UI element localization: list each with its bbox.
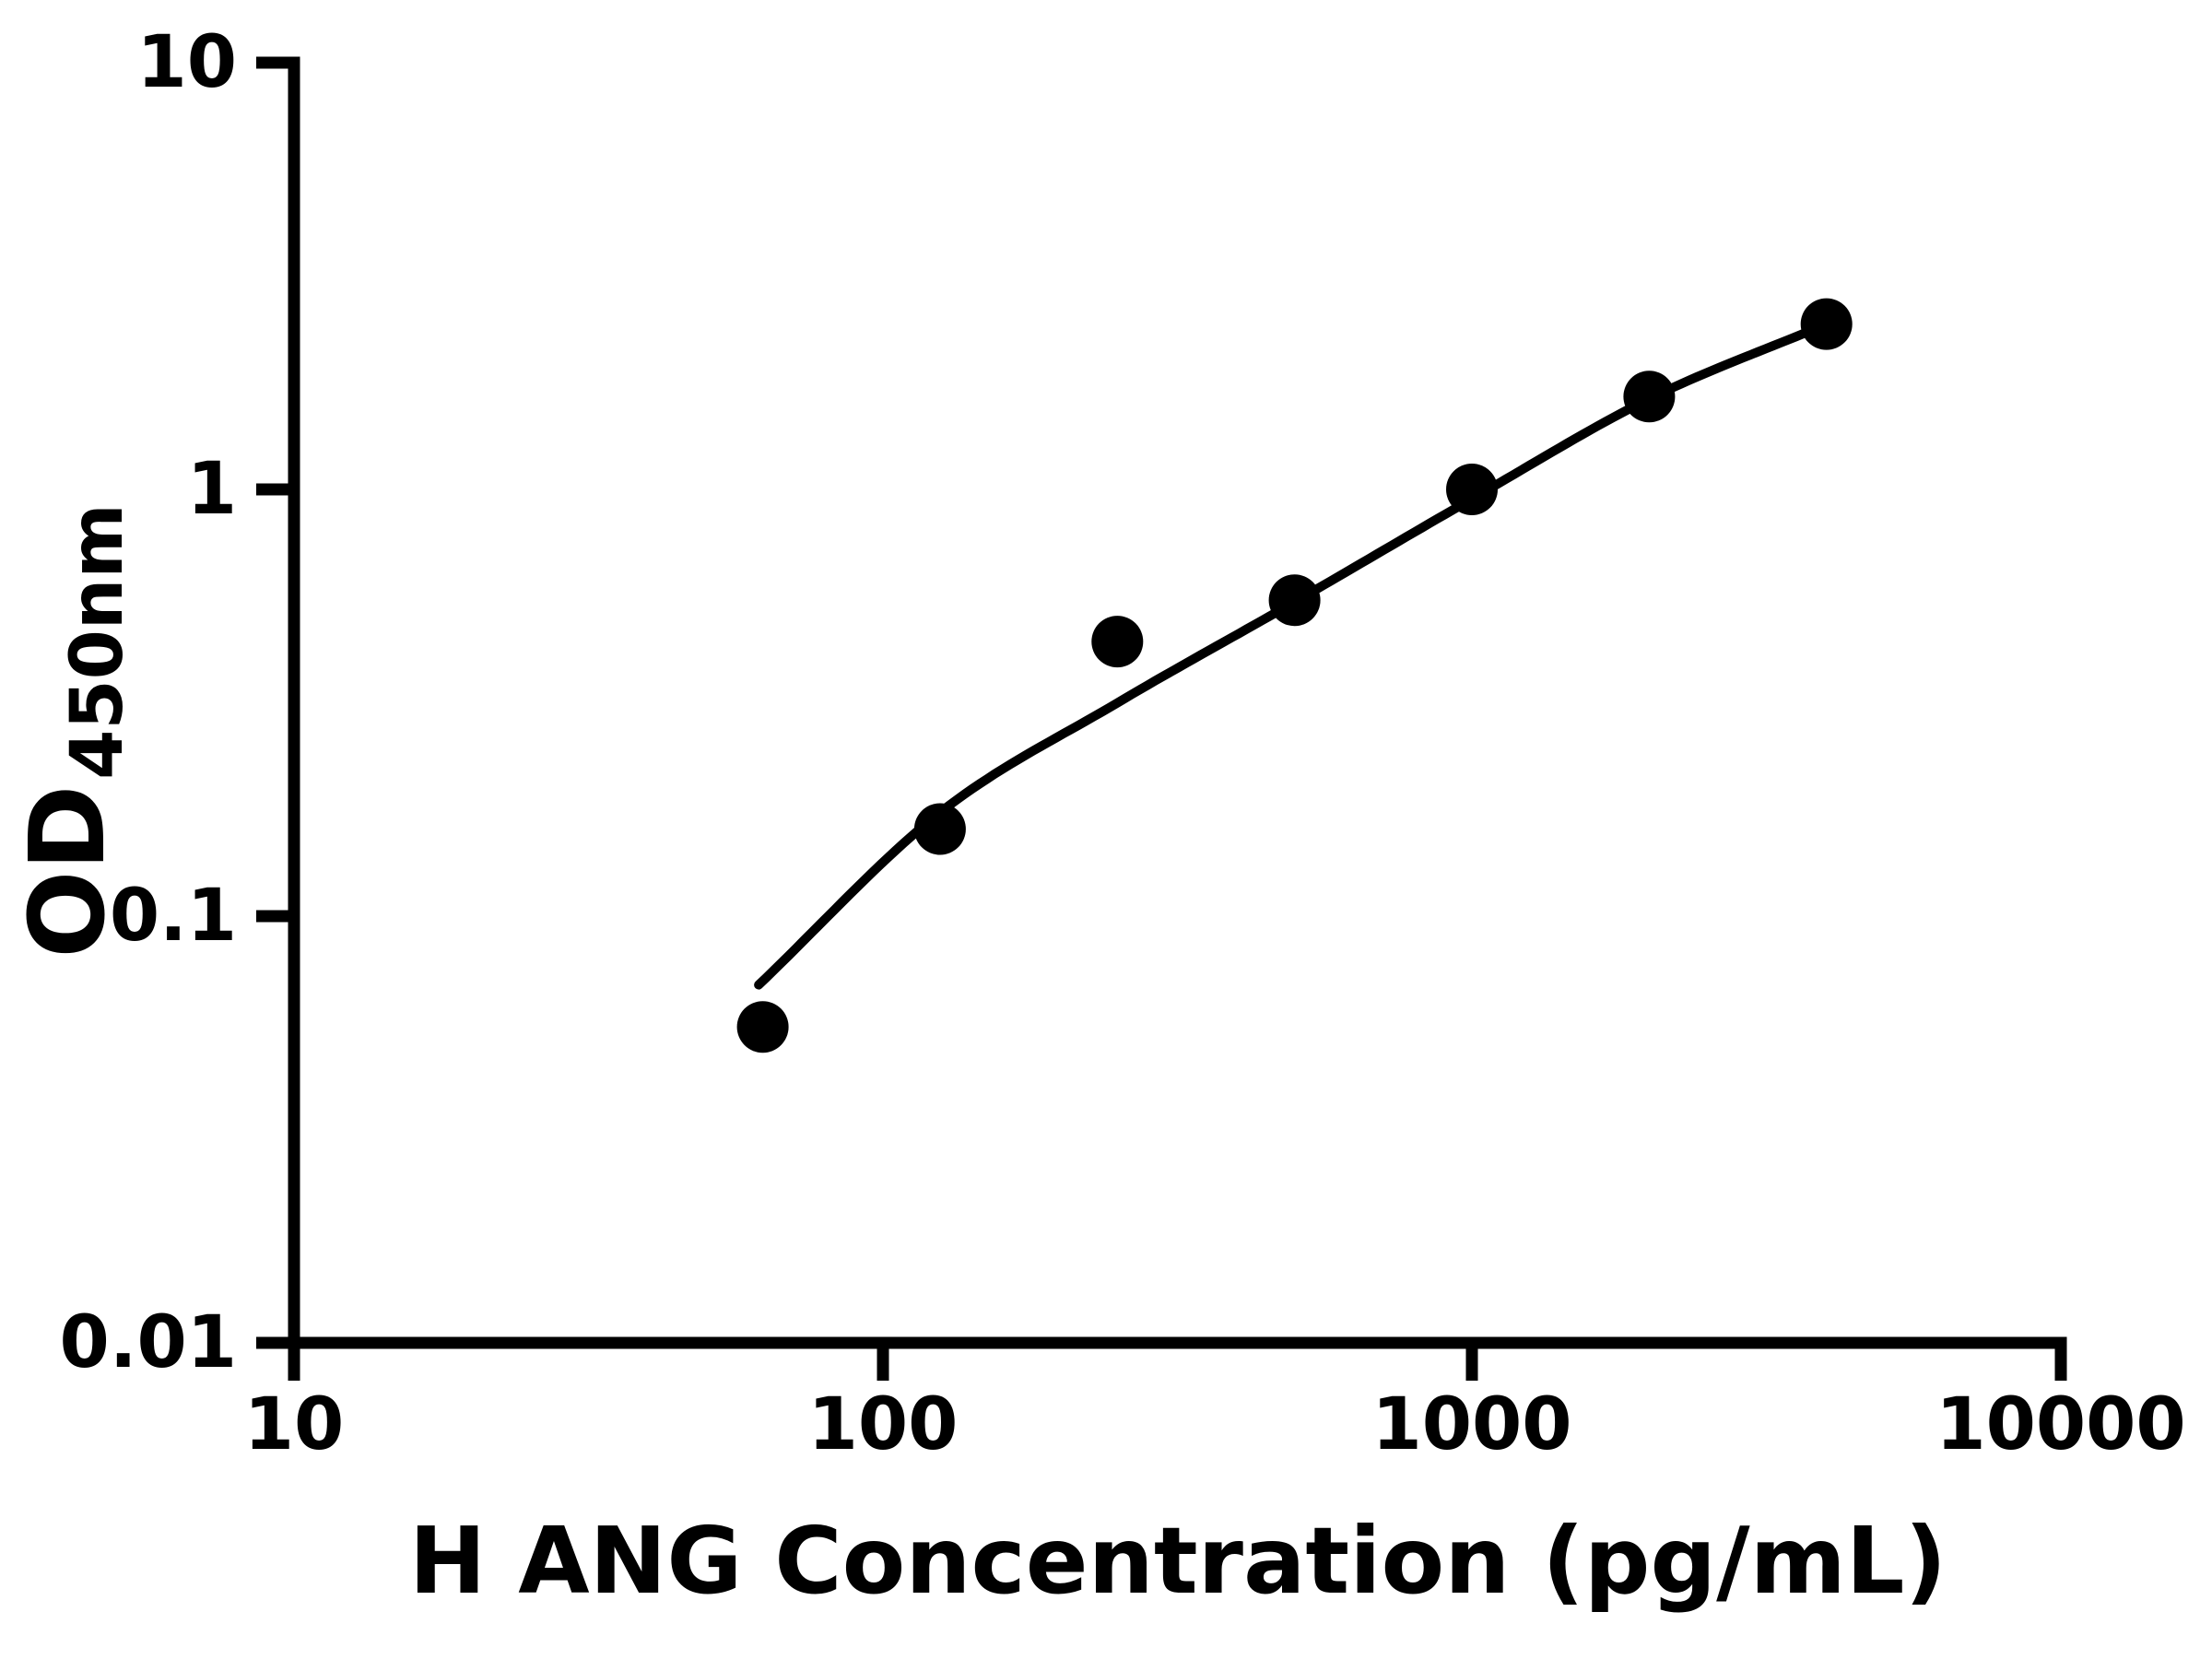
fit-curve-path [754, 319, 1831, 990]
x-tick-label: 10 [244, 1383, 345, 1466]
data-point [913, 803, 966, 855]
data-point [1446, 464, 1498, 515]
plot-area: 10 100 1000 10000 0.01 0.1 1 10 [60, 21, 2186, 1466]
y-tick-label: 10 [136, 21, 237, 104]
data-point [1091, 616, 1144, 668]
y-tick-label: 1 [187, 448, 237, 531]
x-tick-label: 10000 [1936, 1383, 2185, 1466]
x-axis-title: H ANG Concentration (pg/mL) [409, 1507, 1947, 1615]
y-tick-label: 0.01 [60, 1301, 237, 1384]
data-point [736, 1001, 789, 1053]
y-axis-title-subscript: 450nm [56, 503, 139, 780]
y-tick-label: 0.1 [110, 875, 237, 958]
data-point [1800, 298, 1853, 350]
x-tick-label: 1000 [1371, 1383, 1571, 1466]
data-point [1268, 574, 1321, 627]
y-axis-title-main: OD [8, 785, 128, 959]
data-point [1623, 371, 1676, 423]
y-axis-title: OD 450nm [8, 503, 139, 958]
x-tick-label: 100 [808, 1383, 959, 1466]
